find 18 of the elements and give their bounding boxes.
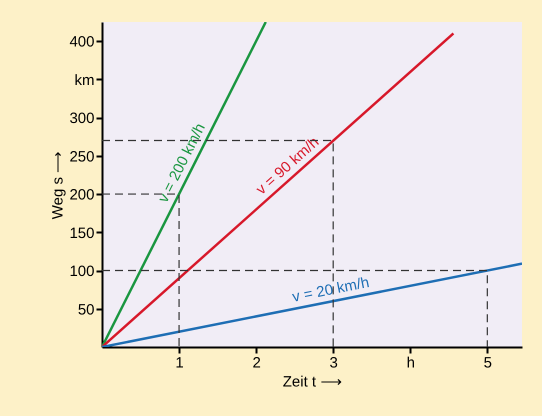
x-tick-label: 1 [175,354,184,372]
x-tick-label: 2 [252,354,261,372]
text: v = 20 km/h [290,274,371,306]
y-tick-label: 50 [78,301,94,318]
text: v = 90 km/h [252,134,322,198]
x-tick-label: h [406,354,415,372]
y-tick-label: 200 [69,186,94,204]
y-tick-label: 100 [69,263,94,280]
y-tick-label: 300 [69,110,94,128]
y-tick-label: km [74,72,94,89]
x-axis-title: Zeit t ⟶ [282,374,342,390]
text: v = 200 km/h [154,120,209,206]
y-tick-label: 400 [69,34,94,51]
x-tick-label: 3 [330,354,338,372]
y-tick-label: 150 [69,224,94,242]
y-tick-label: 250 [69,148,94,166]
x-tick-label: 5 [484,354,492,372]
y-axis-title: Weg s ⟶ [49,150,66,220]
